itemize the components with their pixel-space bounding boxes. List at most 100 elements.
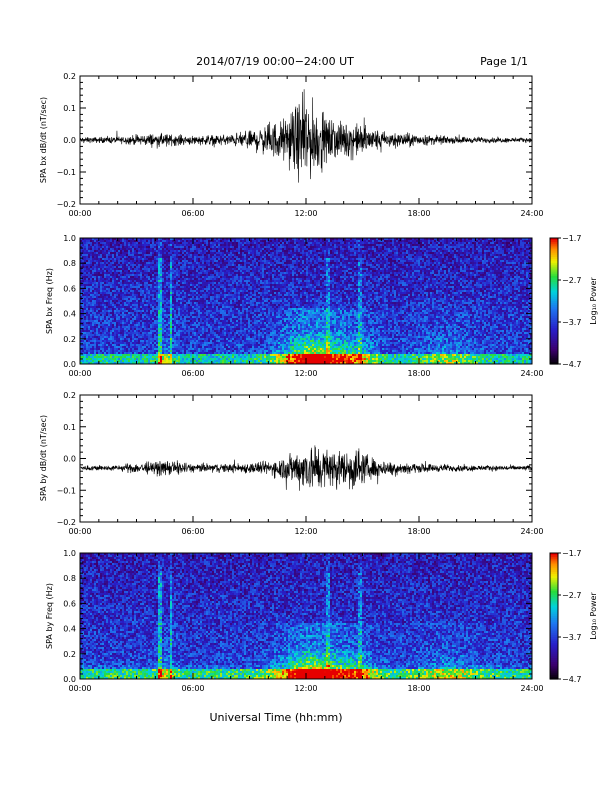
trace-area (79, 89, 533, 183)
y-axis-label: SPA bx Freq (Hz) (45, 268, 54, 334)
x-tick-label: 12:00 (294, 369, 317, 378)
x-tick-label: 18:00 (407, 527, 430, 536)
colorbar-tick-label: −4.7 (562, 675, 581, 684)
colorbar-segment (550, 607, 558, 611)
colorbar-segment (550, 254, 558, 258)
colorbar-segment (550, 290, 558, 294)
colorbar-segment (550, 658, 558, 661)
colorbar-segment (550, 359, 558, 363)
series-trace (79, 445, 533, 491)
colorbar-segment (550, 322, 558, 325)
series-trace (79, 89, 533, 183)
colorbar-segment (550, 324, 558, 327)
colorbar-segment (550, 561, 558, 565)
colorbar-segment (550, 252, 558, 256)
colorbar-segment (550, 611, 558, 615)
x-tick-label: 00:00 (68, 684, 91, 693)
colorbar-segment (550, 309, 558, 313)
colorbar-segment (550, 574, 558, 577)
colorbar-segment (550, 590, 558, 594)
colorbar-segment (550, 647, 558, 651)
colorbar-segment (550, 303, 558, 306)
colorbar-segment (550, 261, 558, 264)
colorbar-segment (550, 655, 558, 659)
y-tick-label: 1.0 (63, 549, 76, 558)
colorbar-segment (550, 340, 558, 344)
colorbar-frame (549, 237, 559, 365)
y-tick-label: 0.2 (63, 335, 76, 344)
colorbar-segment (550, 624, 558, 628)
panel-by-spectrogram: 00:00 06:00 12:00 18:00 24:00 1.0 0.8 0.6 0.4 0.2… (45, 549, 598, 693)
x-tick-label: 12:00 (294, 209, 317, 218)
colorbar-segment (550, 250, 558, 254)
colorbar-segment (550, 353, 558, 357)
colorbar-segment (550, 313, 558, 317)
colorbar-segment (550, 294, 558, 298)
colorbar-segment (550, 357, 558, 361)
colorbar-segment (550, 336, 558, 340)
y-tick-label: 0.8 (63, 259, 76, 268)
colorbar-segment (550, 620, 558, 623)
colorbar-segment (550, 319, 558, 323)
y-tick-label: 0.8 (63, 574, 76, 583)
colorbar-segment (550, 326, 558, 329)
y-tick-label: 0.4 (63, 625, 76, 634)
y-tick-label: 0.0 (63, 136, 76, 145)
x-tick-label: 24:00 (520, 209, 543, 218)
colorbar-segment (550, 670, 558, 674)
colorbar-segment (550, 280, 558, 283)
x-tick-label: 18:00 (407, 209, 430, 218)
y-axis-label: SPA by dB/dt (nT/sec) (39, 415, 48, 501)
colorbar-segment (550, 307, 558, 310)
x-tick-label: 06:00 (181, 369, 204, 378)
y-tick-label: 0.4 (63, 310, 76, 319)
colorbar-segment (550, 361, 558, 365)
spectrogram-image (80, 238, 532, 364)
colorbar-segment (550, 328, 558, 331)
y-tick-label: 0.2 (63, 391, 76, 400)
y-tick-label: 0.6 (63, 284, 76, 293)
colorbar-segment (550, 588, 558, 592)
colorbar-segment (550, 649, 558, 653)
colorbar-segment (550, 286, 558, 289)
y-tick-label: 1.0 (63, 234, 76, 243)
y-axis-label: SPA by Freq (Hz) (45, 583, 54, 649)
colorbar-segment (550, 284, 558, 287)
colorbar-segment (550, 263, 558, 266)
colorbar-segment (550, 559, 558, 562)
colorbar-segment (550, 267, 558, 271)
colorbar-segment (550, 345, 558, 348)
colorbar-segment (550, 662, 558, 665)
colorbar-segment (550, 576, 558, 579)
colorbar-segment (550, 332, 558, 336)
colorbar-segment (550, 666, 558, 670)
colorbar-segment (550, 317, 558, 321)
colorbar-tick-label: −3.7 (562, 318, 581, 327)
colorbar-label: Log₁₀ Power (589, 592, 598, 640)
colorbar-segment (550, 674, 558, 678)
colorbar-segment (550, 273, 558, 277)
colorbar-frame (549, 552, 559, 680)
colorbar-segment (550, 653, 558, 657)
colorbar-segment (550, 315, 558, 319)
colorbar-segment (550, 301, 558, 304)
colorbar-tick-label: −1.7 (562, 549, 581, 558)
y-axis-label: SPA bx dB/dt (nT/sec) (39, 97, 48, 183)
colorbar-segment (550, 292, 558, 296)
y-tick-label: −0.2 (57, 200, 76, 209)
colorbar-segment (550, 603, 558, 607)
colorbar-segment (550, 630, 558, 634)
colorbar-segment (550, 265, 558, 268)
colorbar-segment (550, 639, 558, 642)
colorbar-segment (550, 277, 558, 281)
colorbar-segment (550, 553, 558, 556)
colorbar-segment (550, 569, 558, 573)
panel-by-dbdt: 00:00 06:00 12:00 18:00 24:00 0.2 0.1 0.0 −0.1 −0… (39, 391, 544, 536)
plot-frame (79, 394, 533, 523)
x-tick-label: 24:00 (520, 527, 543, 536)
colorbar-segment (550, 296, 558, 300)
x-tick-label: 06:00 (181, 527, 204, 536)
spectrogram-image (80, 553, 532, 679)
x-tick-label: 00:00 (68, 369, 91, 378)
colorbar-segment (550, 238, 558, 241)
